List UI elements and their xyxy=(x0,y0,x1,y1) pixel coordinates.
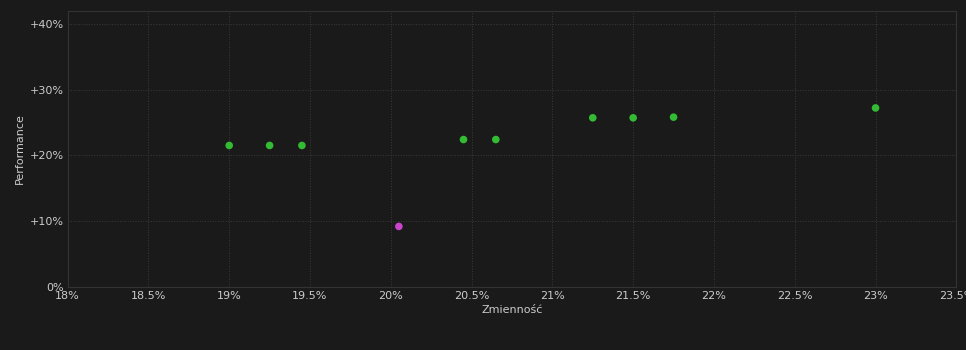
Point xyxy=(585,115,601,121)
Point xyxy=(295,143,310,148)
X-axis label: Zmienność: Zmienność xyxy=(481,305,543,315)
Point xyxy=(221,143,237,148)
Y-axis label: Performance: Performance xyxy=(15,113,25,184)
Point xyxy=(488,137,503,142)
Point xyxy=(456,137,471,142)
Point xyxy=(391,224,407,229)
Point xyxy=(867,105,883,111)
Point xyxy=(625,115,640,121)
Point xyxy=(666,114,681,120)
Point xyxy=(262,143,277,148)
